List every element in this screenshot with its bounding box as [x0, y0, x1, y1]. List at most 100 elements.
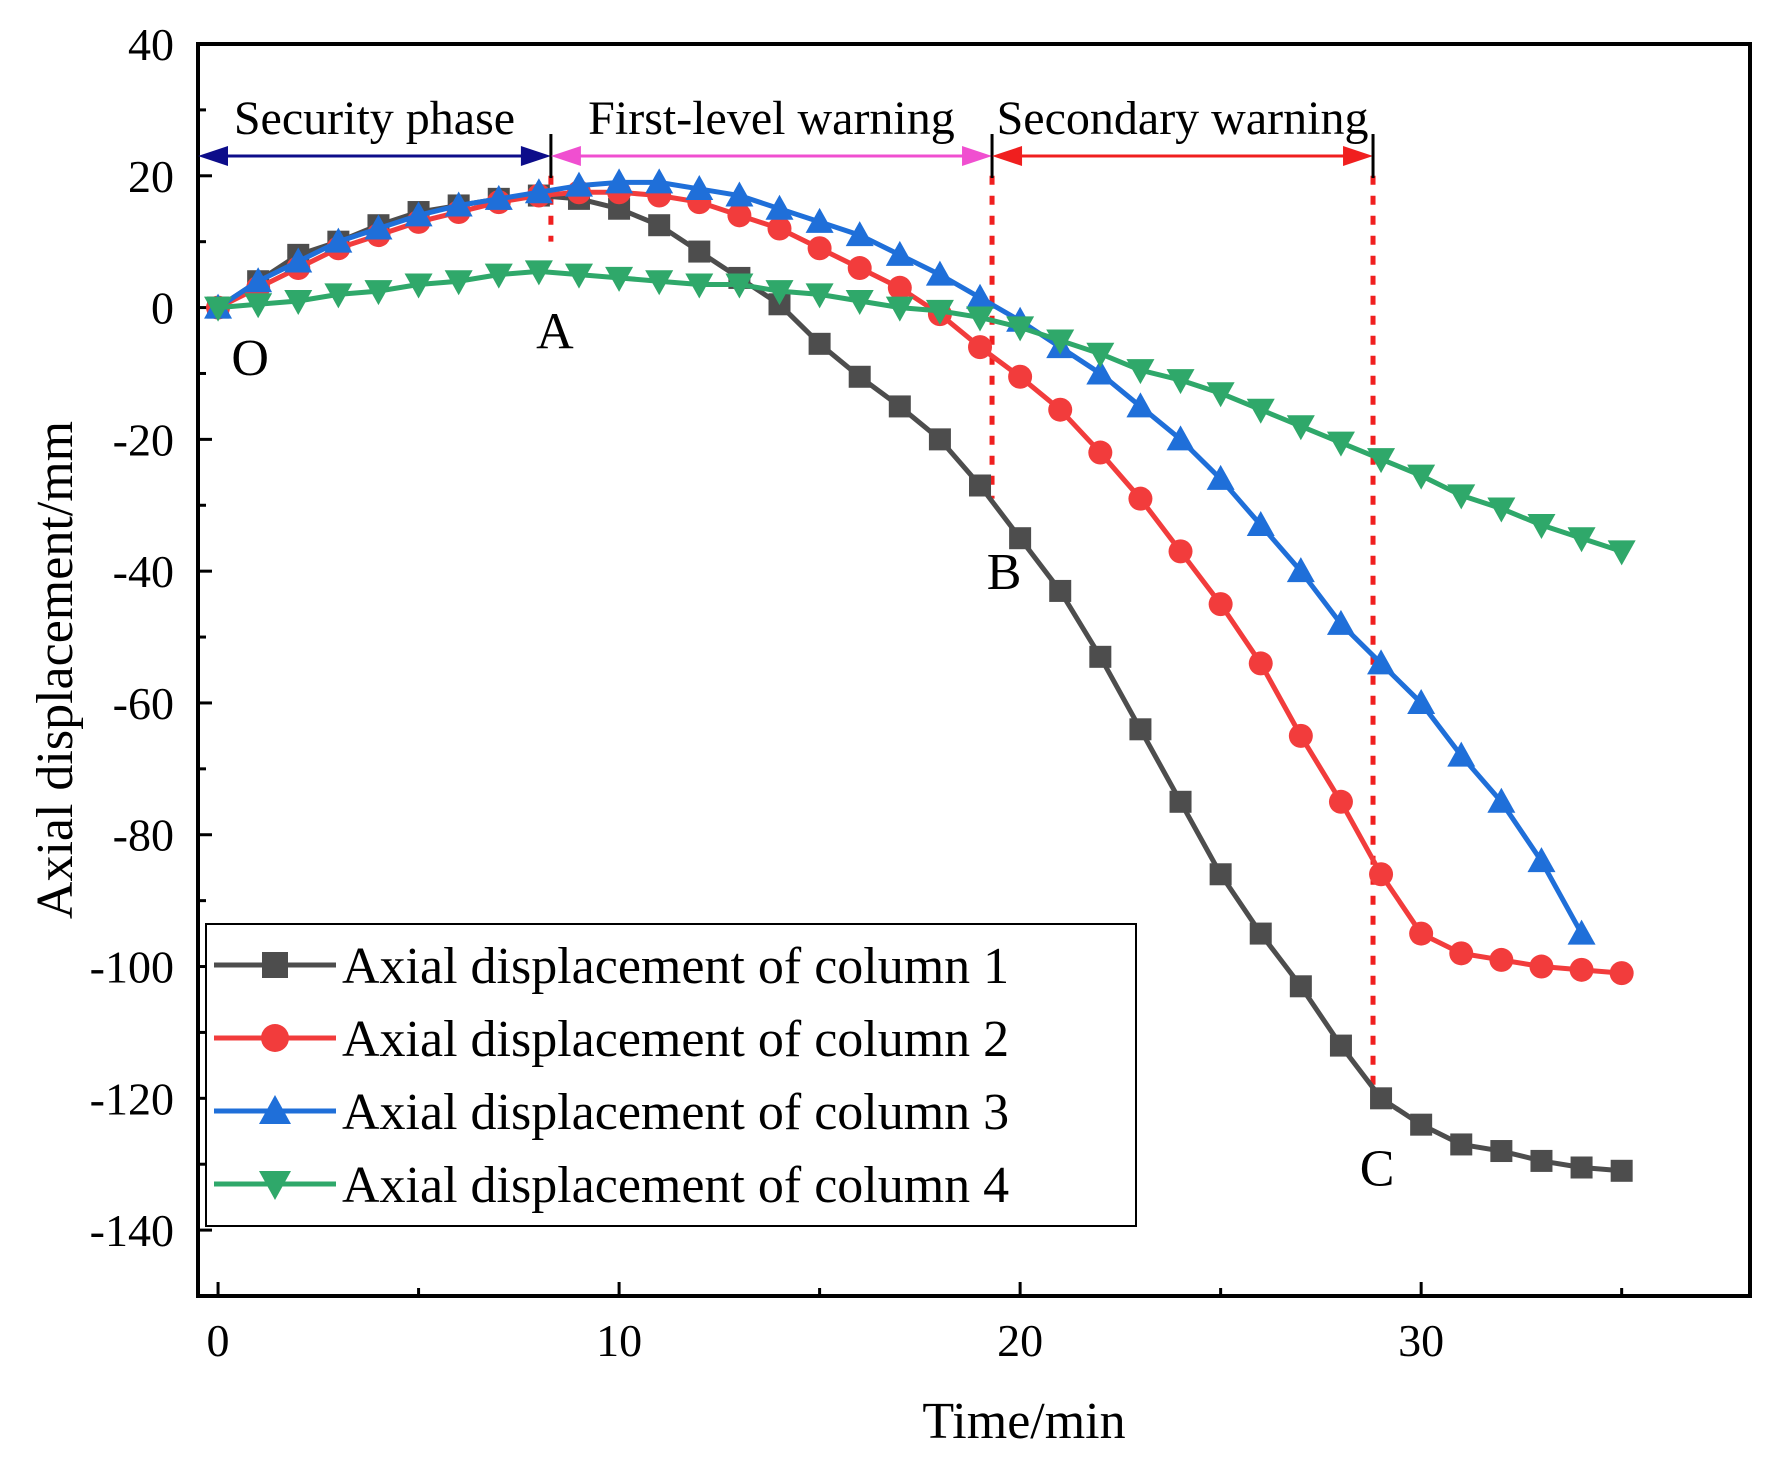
data-point [767, 216, 792, 241]
data-point [1208, 592, 1233, 617]
data-point [1048, 397, 1073, 422]
data-point [765, 280, 794, 306]
data-point [1049, 579, 1072, 602]
x-tick-label: 20 [997, 1315, 1043, 1366]
legend-box [205, 923, 1137, 1227]
data-point [564, 263, 593, 289]
data-point [1407, 464, 1436, 490]
data-point [1289, 975, 1312, 998]
data-point [608, 197, 631, 220]
data-point [848, 365, 871, 388]
x-tick-label: 0 [207, 1315, 230, 1366]
data-point [928, 428, 951, 451]
data-point [645, 168, 674, 194]
y-tick-label: 0 [151, 283, 174, 334]
data-point [1609, 961, 1634, 986]
data-point [1447, 741, 1476, 767]
data-point [324, 283, 353, 309]
data-point [888, 395, 911, 418]
data-point [364, 280, 393, 306]
annotation-layer: Security phase First-level warning Seconda… [198, 92, 1395, 1198]
data-point [1409, 921, 1434, 946]
data-point [1407, 688, 1436, 714]
data-point [1326, 609, 1355, 635]
y-tick-label: -20 [113, 414, 174, 465]
data-point [966, 283, 995, 309]
data-point [645, 270, 674, 296]
data-point [404, 201, 433, 227]
data-point [1089, 645, 1112, 668]
data-point [805, 207, 834, 233]
data-point [688, 240, 711, 263]
data-point [1569, 957, 1594, 982]
series-layer [204, 168, 1636, 1182]
data-point [725, 181, 754, 207]
data-point [1169, 790, 1192, 813]
x-axis-title: Time/min [922, 1393, 1125, 1450]
phase-arrow-head-right [520, 146, 551, 167]
data-point [1369, 862, 1394, 887]
point-label-c: C [1360, 1141, 1395, 1198]
data-point [284, 289, 313, 315]
data-point [484, 184, 513, 210]
data-point [284, 247, 313, 273]
data-point [524, 260, 553, 286]
legend-label: Axial displacement of column 4 [342, 1157, 1009, 1214]
data-point [1249, 922, 1272, 945]
data-point [1166, 425, 1195, 451]
data-point [1206, 464, 1235, 490]
data-point [925, 260, 954, 286]
data-point [1490, 1140, 1513, 1163]
data-point [1329, 1034, 1352, 1057]
data-point [204, 296, 233, 322]
x-tick-label: 30 [1398, 1315, 1444, 1366]
data-point [404, 273, 433, 299]
data-point [1009, 527, 1032, 550]
phase-label: Security phase [234, 92, 515, 145]
data-point [1288, 723, 1313, 748]
data-point [1326, 431, 1355, 457]
data-point [1489, 947, 1514, 972]
data-point [1166, 369, 1195, 395]
data-point [887, 275, 912, 300]
data-point [847, 256, 872, 281]
data-point [1487, 787, 1516, 813]
y-tick-label: 20 [128, 151, 174, 202]
phase-label: First-level warning [588, 92, 955, 145]
data-point [364, 214, 393, 240]
data-point [1367, 649, 1396, 675]
x-tick-label: 10 [596, 1315, 642, 1366]
data-point [885, 296, 914, 322]
data-point [1610, 1159, 1633, 1182]
data-point [725, 273, 754, 299]
series-line [217, 268, 1623, 554]
legend-swatch-marker [259, 1171, 291, 1200]
data-point [564, 171, 593, 197]
axes-layer: 40 20 0 -20 -40 -60 -80 -100 -120 -140 0 10 20 30 [90, 19, 1752, 1366]
legend-label: Axial displacement of column 2 [342, 1011, 1009, 1068]
data-point [925, 299, 954, 325]
data-point [685, 273, 714, 299]
data-point [968, 335, 993, 360]
data-point [1527, 847, 1556, 873]
series-2 [206, 180, 1634, 986]
data-point [1567, 527, 1596, 553]
point-label-a: A [536, 304, 574, 361]
data-point [484, 263, 513, 289]
data-point [845, 221, 874, 247]
data-point [1530, 1149, 1553, 1172]
data-point [244, 267, 273, 293]
data-point [685, 174, 714, 200]
legend-label: Axial displacement of column 1 [342, 938, 1009, 995]
data-point [765, 194, 794, 220]
legend-label: Axial displacement of column 3 [342, 1084, 1009, 1141]
data-point [1328, 789, 1353, 814]
data-point [1487, 497, 1516, 523]
data-point [324, 227, 353, 253]
data-point [1209, 863, 1232, 886]
data-point [807, 236, 832, 261]
legend-swatch-marker [259, 1095, 291, 1124]
y-tick-label: -120 [90, 1073, 174, 1124]
data-point [1126, 359, 1155, 385]
